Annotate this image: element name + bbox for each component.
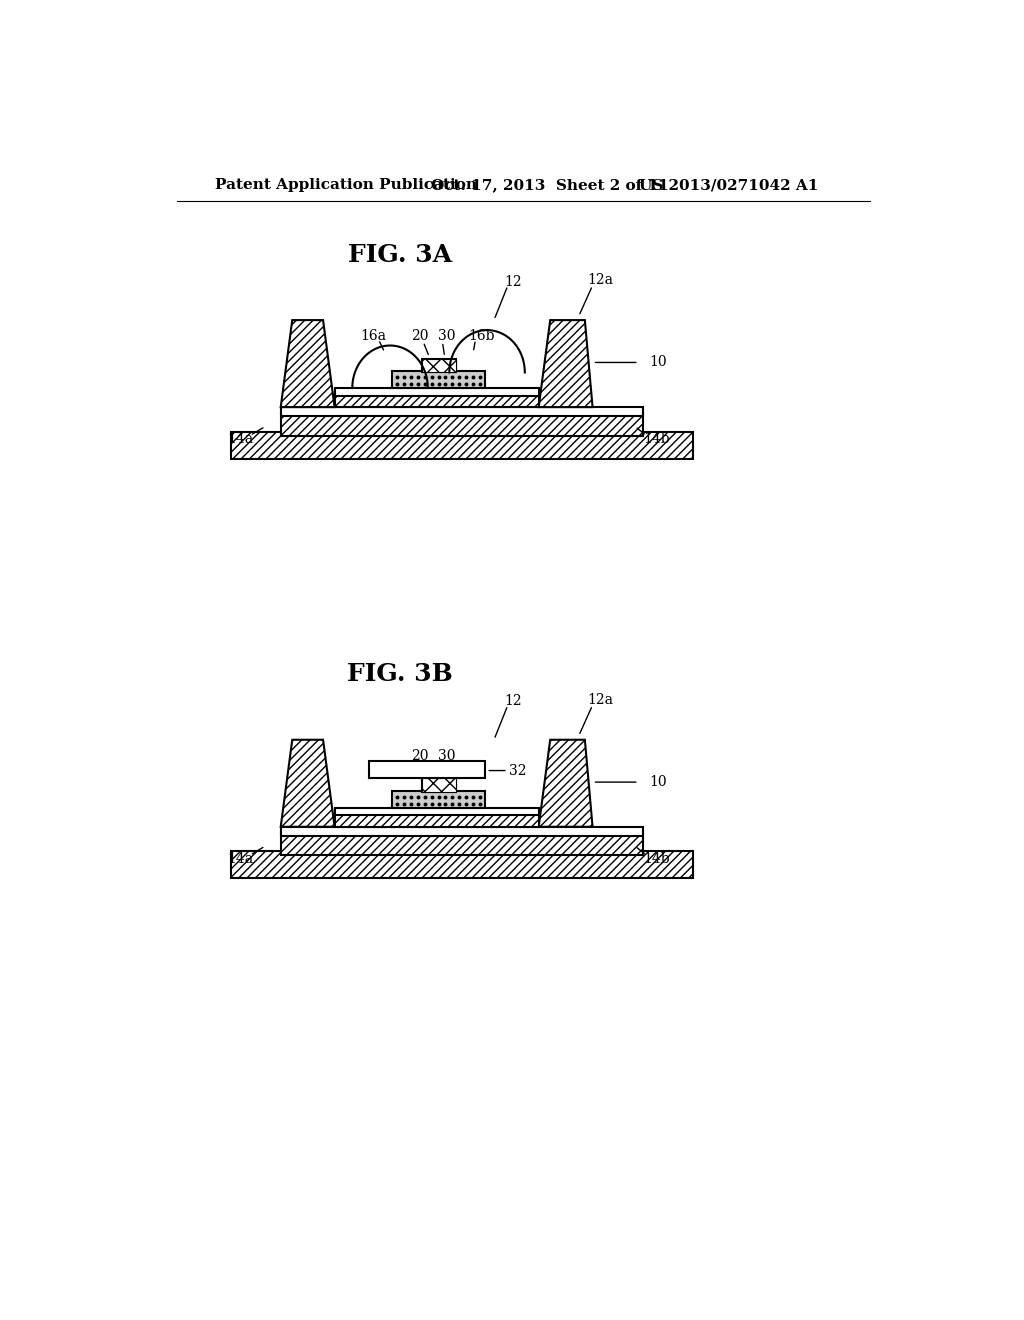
Text: Patent Application Publication: Patent Application Publication [215,178,477,193]
Text: US 2013/0271042 A1: US 2013/0271042 A1 [639,178,818,193]
Polygon shape [281,321,335,407]
Bar [392,371,484,388]
Bar [281,832,643,855]
Text: 20: 20 [412,748,429,763]
Text: 10: 10 [649,355,667,370]
Text: 20: 20 [412,329,429,343]
Bar [335,808,539,816]
Text: 32: 32 [509,763,526,777]
Text: FIG. 3A: FIG. 3A [348,243,453,267]
Text: 10: 10 [649,775,667,789]
Bar [281,826,643,836]
Bar [392,791,484,808]
Bar [230,851,692,878]
Bar [422,359,456,372]
Text: FIG. 3B: FIG. 3B [347,663,453,686]
Bar [370,762,484,779]
Bar [335,812,539,826]
Bar [335,392,539,407]
Bar [422,359,456,372]
Text: 16b: 16b [468,329,495,342]
Text: Oct. 17, 2013  Sheet 2 of 11: Oct. 17, 2013 Sheet 2 of 11 [431,178,669,193]
Bar [281,413,643,436]
Text: 16a: 16a [360,329,386,342]
Text: 14a: 14a [227,433,253,446]
Text: 12a: 12a [587,273,613,286]
Text: 30: 30 [437,748,455,763]
Text: 12: 12 [505,694,522,709]
Text: 30: 30 [437,329,455,343]
Bar [281,407,643,416]
Text: 14b: 14b [643,853,670,866]
Bar [335,388,539,396]
Polygon shape [539,739,593,826]
Text: 14a: 14a [227,853,253,866]
Bar [422,779,456,792]
Text: 12a: 12a [587,693,613,706]
Text: 14b: 14b [643,433,670,446]
Bar [230,432,692,459]
Polygon shape [539,321,593,407]
Text: 12: 12 [505,275,522,289]
Bar [422,779,456,792]
Polygon shape [281,739,335,826]
